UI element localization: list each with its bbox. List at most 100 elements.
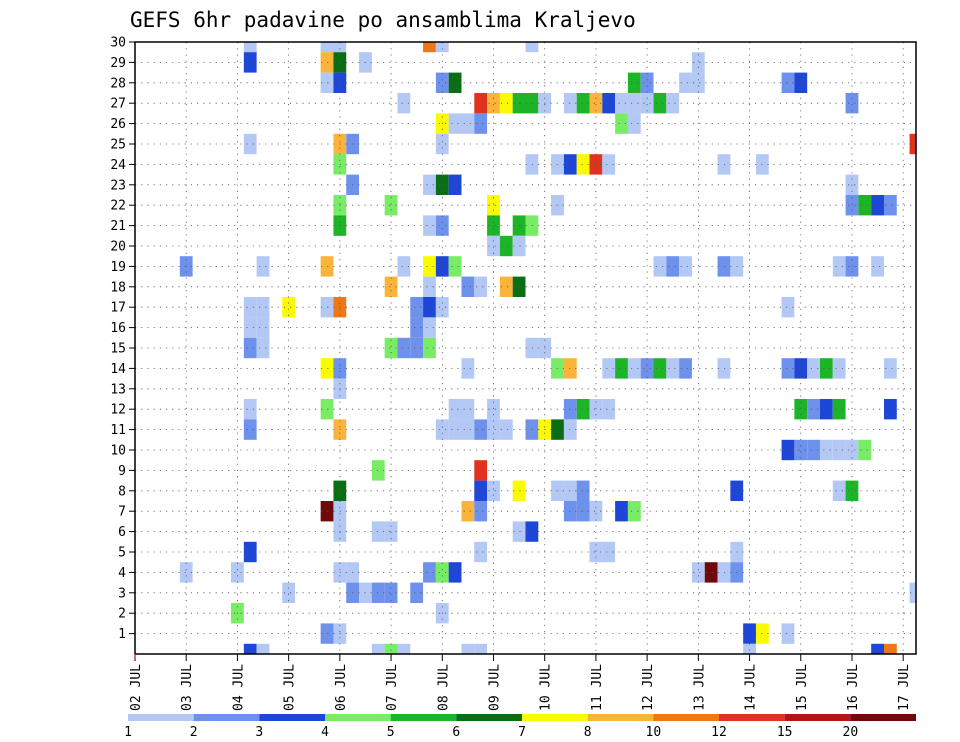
heatmap-cell [563, 419, 577, 440]
heatmap-cell [563, 358, 577, 379]
heatmap-cell [832, 358, 846, 379]
heatmap-cell [423, 297, 436, 318]
heatmap-cell [435, 562, 449, 583]
chart-title: GEFS 6hr padavine po ansamblima Kraljevo [130, 8, 636, 32]
heatmap-cell [717, 154, 731, 175]
heatmap-cell [640, 358, 654, 379]
heatmap-cell [487, 215, 500, 236]
heatmap-cell [858, 195, 872, 216]
x-tick-label: 07 JUL [385, 664, 400, 711]
heatmap-cell [384, 521, 398, 542]
y-tick-label: 14 [110, 362, 126, 377]
y-tick-label: 30 [110, 36, 126, 51]
colorbar-label: 2 [190, 725, 198, 740]
heatmap-cell [819, 399, 833, 420]
heatmap-cell [640, 93, 654, 114]
heatmap-cell [256, 643, 270, 654]
y-tick-label: 16 [110, 321, 126, 336]
heatmap-cell [589, 541, 603, 563]
heatmap-cell [512, 480, 526, 501]
colorbar-swatch [587, 714, 654, 721]
x-tick-label: 06 JUL [334, 664, 349, 711]
heatmap-cell [320, 358, 334, 379]
colorbar-label: 20 [843, 725, 859, 740]
heatmap-cell [243, 297, 257, 318]
heatmap-cell [448, 399, 462, 420]
heatmap-cell [320, 501, 334, 522]
heatmap-cell [807, 358, 820, 379]
heatmap-cell [448, 113, 462, 134]
heatmap-cell [679, 256, 692, 277]
colorbar-swatch [259, 714, 325, 721]
heatmap-cell [499, 276, 513, 297]
heatmap-cell [589, 154, 603, 175]
heatmap-cell [845, 439, 859, 461]
heatmap-cell [397, 643, 411, 654]
heatmap-cell [909, 133, 916, 155]
heatmap-cell [717, 358, 731, 379]
heatmap-cell [243, 643, 257, 654]
y-tick-label: 12 [110, 403, 126, 418]
colorbar-swatch [128, 714, 194, 721]
heatmap-cell [615, 93, 628, 114]
heatmap-cell [320, 623, 334, 644]
y-tick-label: 23 [110, 178, 126, 193]
colorbar-legend: 1 2 3 4 5 6 7 8 10 12 15 20 [124, 714, 916, 740]
heatmap-cell [487, 195, 500, 216]
x-tick-label: 15 JUL [795, 664, 810, 711]
heatmap-cell [627, 358, 641, 379]
heatmap-cell [563, 480, 577, 501]
heatmap-cell [410, 317, 424, 338]
heatmap-cell [691, 562, 705, 583]
heatmap-cell [423, 174, 436, 195]
x-tick-label: 08 JUL [436, 664, 451, 711]
heatmap-cell [256, 317, 270, 338]
heatmap-cell [435, 72, 449, 93]
colorbar-label: 12 [711, 725, 727, 740]
heatmap-cell [627, 501, 641, 522]
y-tick-label: 6 [118, 525, 126, 540]
heatmap-cell [832, 439, 846, 461]
heatmap-cell [563, 93, 577, 114]
heatmap-cell [615, 501, 628, 522]
heatmap-cell [282, 297, 296, 318]
heatmap-cell [794, 439, 808, 461]
x-tick-label: 03 JUL [180, 664, 195, 711]
heatmap-cell [243, 419, 257, 440]
y-tick-label: 17 [110, 301, 126, 316]
heatmap-cell [320, 52, 334, 73]
heatmap-cell [640, 72, 654, 93]
heatmap-cell [435, 297, 449, 318]
y-tick-label: 19 [110, 260, 126, 275]
colorbar-swatch [719, 714, 785, 721]
heatmap-cell [320, 399, 334, 420]
heatmap-cell [410, 297, 424, 318]
heatmap-cell [256, 256, 270, 277]
heatmap-cell [499, 235, 513, 257]
heatmap-cell [832, 399, 846, 420]
heatmap-cell [487, 480, 500, 501]
heatmap-cell [666, 93, 680, 114]
heatmap-cell [589, 93, 603, 114]
heatmap-cell [243, 133, 257, 155]
y-tick-label: 4 [118, 566, 126, 581]
y-tick-label: 9 [118, 464, 126, 479]
heatmap-cell [781, 72, 795, 93]
heatmap-cell [435, 419, 449, 440]
colorbar-label: 4 [321, 725, 329, 740]
heatmap-cell [563, 154, 577, 175]
y-tick-label: 11 [110, 423, 126, 438]
heatmap-cell [832, 480, 846, 501]
colorbar-label: 1 [124, 725, 132, 740]
heatmap-cell [474, 643, 488, 654]
heatmap-cell [410, 582, 424, 603]
heatmap-cell [474, 541, 488, 563]
heatmap-cell [845, 93, 859, 114]
heatmap-cell [448, 256, 462, 277]
colorbar-swatch [390, 714, 457, 721]
heatmap-cell [499, 419, 513, 440]
heatmap-cell [832, 256, 846, 277]
x-tick-label: 10 JUL [539, 664, 554, 711]
heatmap-cell [474, 276, 488, 297]
